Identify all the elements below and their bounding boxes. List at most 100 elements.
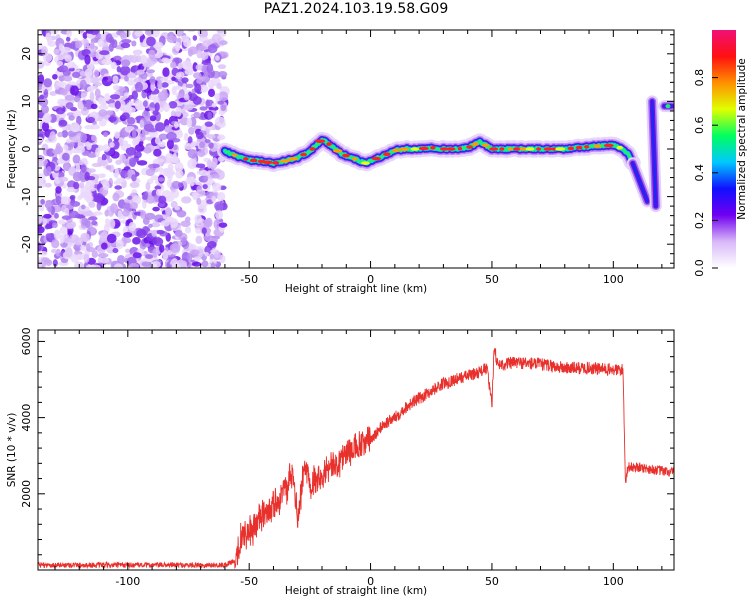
ridge-hotspot: [440, 147, 449, 151]
noise-blob: [44, 199, 54, 209]
noise-blob: [126, 105, 133, 113]
noise-blob: [59, 226, 68, 235]
noise-blob: [114, 131, 120, 139]
noise-blob: [204, 252, 209, 257]
noise-blob: [44, 182, 52, 188]
noise-blob: [52, 259, 58, 267]
noise-blob: [162, 249, 169, 261]
ridge-hotspot: [272, 161, 280, 165]
noise-blob: [70, 148, 81, 154]
noise-blob: [74, 237, 84, 246]
noise-blob: [55, 195, 62, 205]
edge-hotspot: [665, 104, 671, 109]
noise-blob: [131, 174, 137, 182]
noise-blob: [171, 86, 177, 96]
noise-blob: [136, 228, 147, 239]
noise-blob: [97, 144, 104, 152]
noise-blob: [43, 259, 52, 264]
ridge-hotspot: [430, 145, 436, 150]
noise-blob: [39, 250, 48, 256]
noise-blob: [203, 175, 209, 182]
noise-blob: [145, 195, 155, 204]
noise-blob: [207, 44, 218, 54]
noise-blob: [112, 75, 119, 84]
noise-blob: [150, 222, 161, 228]
ridge-hotspot: [315, 139, 326, 143]
noise-blob: [126, 143, 132, 148]
noise-blob: [104, 93, 111, 102]
noise-blob: [130, 55, 139, 64]
ridge-hotspot: [457, 146, 463, 151]
noise-blob: [64, 208, 70, 216]
noise-blob: [68, 210, 80, 219]
noise-blob: [157, 177, 165, 182]
noise-blob: [123, 92, 130, 99]
noise-blob: [173, 144, 178, 151]
noise-blob: [65, 247, 73, 258]
ridge-hotspot: [392, 148, 400, 153]
noise-blob: [70, 201, 81, 207]
edge-streak: [631, 162, 649, 203]
noise-blob: [91, 134, 97, 142]
noise-blob: [72, 171, 83, 182]
noise-blob: [85, 243, 91, 252]
ridge-hotspot: [249, 158, 258, 163]
noise-blob: [217, 100, 225, 105]
noise-blob: [120, 170, 130, 178]
noise-blob: [94, 88, 101, 98]
noise-blob: [38, 74, 45, 84]
noise-blob: [197, 204, 206, 209]
noise-blob: [214, 116, 226, 127]
noise-blob: [101, 101, 107, 107]
noise-blob: [98, 109, 108, 117]
noise-blob: [201, 51, 209, 60]
noise-blob: [129, 182, 140, 189]
bot-x-tick-label: 50: [485, 575, 499, 588]
noise-blob: [88, 53, 97, 58]
noise-blob: [134, 30, 144, 37]
noise-blob: [155, 158, 165, 163]
noise-blob: [132, 252, 142, 259]
noise-blob: [197, 45, 208, 51]
noise-blob: [102, 144, 111, 152]
noise-blob: [204, 139, 211, 144]
noise-blob: [73, 95, 81, 103]
noise-blob: [86, 176, 96, 181]
noise-blob: [38, 159, 45, 167]
noise-blob: [55, 186, 62, 194]
noise-blob: [101, 58, 112, 66]
noise-blob: [169, 243, 181, 253]
noise-blob: [136, 105, 142, 111]
noise-blob: [70, 41, 76, 50]
noise-blob: [201, 260, 209, 268]
noise-blob: [200, 169, 208, 176]
noise-blob: [102, 180, 110, 191]
noise-blob: [136, 160, 148, 166]
noise-blob: [98, 104, 109, 110]
noise-blob: [90, 124, 101, 130]
noise-blob: [89, 41, 95, 50]
noise-blob: [82, 106, 88, 112]
noise-blob: [89, 91, 95, 102]
noise-blob: [51, 239, 60, 249]
noise-blob: [83, 253, 90, 263]
noise-blob: [79, 192, 89, 199]
noise-blob: [140, 54, 147, 61]
noise-blob: [91, 250, 98, 259]
noise-blob: [166, 139, 174, 150]
noise-blob: [47, 206, 53, 213]
noise-blob: [169, 218, 179, 229]
noise-blob: [42, 112, 52, 124]
colorbar-ticks: 0.0 0.2 0.4 0.6 0.8: [693, 69, 718, 277]
noise-blob: [65, 102, 74, 110]
noise-blob: [64, 54, 72, 62]
noise-blob: [81, 90, 88, 96]
ridge-hotspot: [567, 146, 575, 151]
snr-frame: [37, 329, 675, 571]
noise-blob: [214, 250, 221, 259]
top-y-tick-label: 20: [20, 47, 33, 61]
ridge-hotspot: [513, 147, 521, 151]
ridge-hotspot: [351, 157, 358, 161]
noise-blob: [43, 88, 49, 99]
noise-blob: [195, 131, 204, 140]
